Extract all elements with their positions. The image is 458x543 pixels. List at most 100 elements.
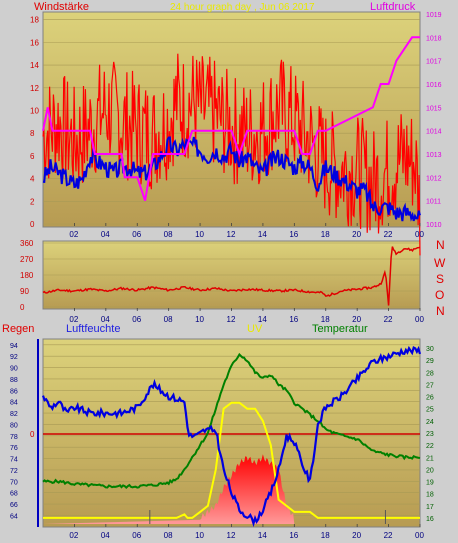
direction-tick-label: 0 xyxy=(20,303,25,312)
climate-x-tick-label: 12 xyxy=(227,531,236,540)
wind-gust-line xyxy=(42,53,421,256)
pressure-tick-label: 1018 xyxy=(426,35,442,42)
temp-tick-label: 16 xyxy=(426,516,434,523)
rain-label: Regen xyxy=(2,323,34,335)
wind-x-tick-label: 04 xyxy=(101,230,110,239)
uv-label: UV xyxy=(247,323,263,335)
direction-x-tick-label: 00 xyxy=(415,315,424,324)
humidity-tick-label: 68 xyxy=(10,491,18,498)
pressure-line xyxy=(42,36,420,202)
temp-tick-label: 26 xyxy=(426,395,434,402)
pressure-tick-label: 1013 xyxy=(426,152,442,159)
wind-tick-label: 14 xyxy=(30,61,39,70)
climate-x-tick-label: 16 xyxy=(289,531,298,540)
humidity-tick-label: 84 xyxy=(10,400,18,407)
temperature-line xyxy=(42,352,421,489)
graph-title: 24 hour graph day , Jun 06 2017 xyxy=(170,2,315,13)
pressure-tick-label: 1015 xyxy=(426,105,442,112)
direction-x-tick-label: 02 xyxy=(69,315,78,324)
direction-x-tick-label: 04 xyxy=(101,315,110,324)
wind-tick-label: 8 xyxy=(30,129,35,138)
temp-tick-label: 19 xyxy=(426,480,434,487)
temp-tick-label: 30 xyxy=(426,346,434,353)
humidity-tick-label: 66 xyxy=(10,502,18,509)
direction-x-tick-label: 10 xyxy=(195,315,204,324)
direction-tick-label: 90 xyxy=(20,287,29,296)
wind-x-tick-label: 16 xyxy=(289,230,298,239)
temp-tick-label: 21 xyxy=(426,455,434,462)
humidity-label: Luftfeuchte xyxy=(66,323,120,335)
wind-x-tick-label: 02 xyxy=(69,230,78,239)
wind-x-tick-label: 10 xyxy=(195,230,204,239)
solar-area xyxy=(43,454,295,524)
compass-n-top: N xyxy=(436,238,445,252)
pressure-tick-label: 1019 xyxy=(426,12,442,19)
direction-x-tick-label: 18 xyxy=(321,315,330,324)
wind-x-tick-label: 12 xyxy=(227,230,236,239)
temp-tick-label: 22 xyxy=(426,443,434,450)
climate-x-tick-label: 20 xyxy=(352,531,361,540)
wind-tick-label: 12 xyxy=(30,84,39,93)
climate-x-tick-label: 06 xyxy=(132,531,141,540)
direction-x-tick-label: 20 xyxy=(352,315,361,324)
compass-w: W xyxy=(434,256,446,270)
pressure-tick-label: 1016 xyxy=(426,82,442,89)
compass-o: O xyxy=(435,288,444,302)
wind-avg-line xyxy=(42,136,421,222)
temp-tick-label: 20 xyxy=(426,467,434,474)
direction-x-tick-label: 22 xyxy=(384,315,393,324)
wind-tick-label: 6 xyxy=(30,152,35,161)
pressure-tick-label: 1012 xyxy=(426,175,442,182)
climate-x-tick-label: 08 xyxy=(164,531,173,540)
uv-line xyxy=(43,401,420,519)
humidity-tick-label: 92 xyxy=(10,354,18,361)
pressure-tick-label: 1010 xyxy=(426,222,442,229)
pressure-axis-title: Luftdruck xyxy=(370,1,416,13)
humidity-tick-label: 64 xyxy=(10,513,18,520)
humidity-tick-label: 94 xyxy=(10,343,18,350)
wind-tick-label: 0 xyxy=(30,220,35,229)
direction-tick-label: 360 xyxy=(20,239,34,248)
humidity-line xyxy=(41,345,422,528)
wind-x-tick-label: 18 xyxy=(321,230,330,239)
wind-tick-label: 16 xyxy=(30,38,39,47)
wind-tick-label: 10 xyxy=(30,106,39,115)
climate-x-tick-label: 18 xyxy=(321,531,330,540)
climate-x-tick-label: 00 xyxy=(415,531,424,540)
humidity-tick-label: 88 xyxy=(10,377,18,384)
wind-tick-label: 2 xyxy=(30,197,35,206)
temp-tick-label: 29 xyxy=(426,358,434,365)
rain-tick-label: 0 xyxy=(30,430,35,439)
temp-tick-label: 17 xyxy=(426,504,434,511)
direction-line xyxy=(42,246,421,306)
temp-tick-label: 25 xyxy=(426,407,434,414)
humidity-tick-label: 82 xyxy=(10,411,18,418)
compass-s: S xyxy=(436,272,444,286)
direction-tick-label: 180 xyxy=(20,271,34,280)
pressure-tick-label: 1014 xyxy=(426,129,442,136)
wind-plot-area xyxy=(42,11,421,228)
humidity-tick-label: 76 xyxy=(10,445,18,452)
wind-x-tick-label: 00 xyxy=(415,230,424,239)
wind-axis-title: Windstärke xyxy=(34,1,89,13)
climate-x-tick-label: 14 xyxy=(258,531,267,540)
humidity-tick-label: 78 xyxy=(10,434,18,441)
wind-x-tick-label: 14 xyxy=(258,230,267,239)
direction-x-tick-label: 08 xyxy=(164,315,173,324)
humidity-tick-label: 72 xyxy=(10,468,18,475)
wind-tick-label: 4 xyxy=(30,175,35,184)
direction-x-tick-label: 06 xyxy=(132,315,141,324)
wind-x-tick-label: 20 xyxy=(352,230,361,239)
direction-x-tick-label: 16 xyxy=(289,315,298,324)
temp-tick-label: 24 xyxy=(426,419,434,426)
wind-x-tick-label: 08 xyxy=(164,230,173,239)
temp-tick-label: 18 xyxy=(426,492,434,499)
climate-x-tick-label: 10 xyxy=(195,531,204,540)
humidity-tick-label: 86 xyxy=(10,388,18,395)
wind-x-tick-label: 06 xyxy=(132,230,141,239)
climate-x-tick-label: 22 xyxy=(384,531,393,540)
temp-tick-label: 27 xyxy=(426,382,434,389)
wind-tick-label: 18 xyxy=(30,16,39,25)
